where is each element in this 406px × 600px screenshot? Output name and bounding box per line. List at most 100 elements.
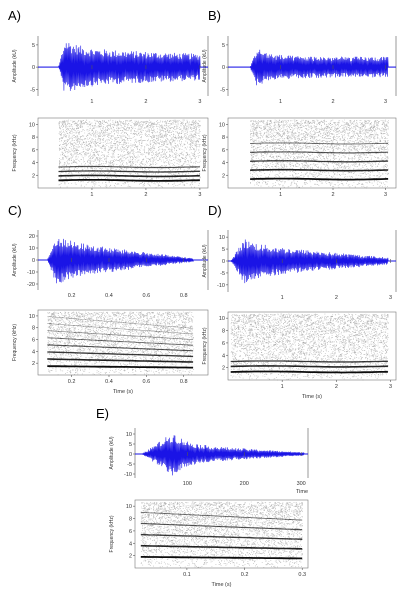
x-tick-label: 300 (297, 481, 306, 487)
x-tick-label: 1 (90, 192, 93, 198)
y-axis-label: Amplitude (kU) (12, 243, 18, 276)
y-tick-label: 6 (222, 341, 225, 347)
x-tick-label: 2 (335, 295, 338, 301)
y-tick-label: 20 (29, 234, 35, 240)
harmonic-band (47, 351, 194, 358)
harmonic-band (250, 142, 389, 145)
y-tick-label: 10 (126, 504, 132, 510)
x-tick-label: 1 (279, 99, 282, 105)
spectrogram-plot: 2 4 6 8 10 0.1 0.2 0.3 Frequency (kHz) Time (s) (109, 499, 309, 588)
panel-label: C) (8, 203, 22, 218)
waveform-trace (135, 435, 308, 476)
waveform-plot: -5 0 5 1 2 3 Amplitude (kU) (12, 36, 209, 105)
y-tick-label: 2 (222, 366, 225, 372)
x-tick-label: 3 (198, 99, 201, 105)
harmonic-band (47, 344, 194, 352)
x-axis-label: Time (s) (302, 394, 322, 400)
y-tick-label: 4 (222, 353, 225, 359)
x-tick-label: 0.3 (298, 572, 306, 578)
waveform-plot: -20 -10 0 10 20 0.2 0.4 0.6 0.8 Amplitude (kU) (12, 230, 209, 299)
x-tick-label: 0.1 (183, 572, 191, 578)
y-tick-label: 6 (129, 529, 132, 535)
x-tick-label: 0.2 (68, 293, 76, 299)
y-tick-label: 10 (126, 432, 132, 438)
harmonic-band (140, 556, 303, 560)
panel-3: C) -20 -10 0 10 20 0.2 0.4 0.6 0.8 Amplitude (kU) 2… (8, 203, 209, 395)
y-tick-label: -5 (127, 462, 132, 468)
y-tick-label: 2 (129, 554, 132, 560)
y-axis-label: Frequency (kHz) (109, 515, 115, 552)
x-tick-label: 2 (144, 99, 147, 105)
waveform-trace (38, 238, 208, 284)
y-tick-label: -10 (27, 270, 35, 276)
y-tick-label: 10 (29, 122, 35, 128)
y-tick-label: 0 (32, 258, 35, 264)
x-tick-label: 0.8 (180, 293, 188, 299)
x-tick-label: 0.8 (180, 379, 188, 385)
spectrogram-plot: 2 4 6 8 10 0.2 0.4 0.6 0.8 Frequency (kHz) Time (s… (12, 309, 209, 395)
y-tick-label: 2 (32, 173, 35, 179)
x-tick-label: 2 (331, 192, 334, 198)
y-tick-label: 5 (32, 43, 35, 49)
x-tick-label: 0.2 (241, 572, 249, 578)
spectrogram-noise (230, 313, 389, 381)
y-tick-label: 8 (32, 135, 35, 141)
x-axis-label: Time (s) (212, 582, 232, 588)
y-tick-label: -5 (220, 271, 225, 277)
y-tick-label: 6 (32, 148, 35, 154)
waveform-trace (228, 239, 396, 284)
y-tick-label: 4 (32, 349, 35, 355)
harmonic-band (47, 316, 194, 329)
y-tick-label: -10 (217, 283, 225, 289)
x-tick-label: 2 (144, 192, 147, 198)
y-tick-label: 10 (219, 316, 225, 322)
y-tick-label: 8 (129, 517, 132, 523)
harmonic-band (58, 174, 200, 178)
y-axis-label: Frequency (kHz) (12, 324, 18, 361)
harmonic-band (47, 358, 194, 363)
harmonic-band (47, 365, 194, 369)
panel-label: B) (208, 8, 221, 23)
y-tick-label: 8 (222, 135, 225, 141)
harmonic-band (47, 330, 194, 340)
x-tick-label: 3 (389, 384, 392, 390)
x-tick-label: 3 (198, 192, 201, 198)
x-tick-label: 2 (335, 384, 338, 390)
y-axis-label: Frequency (kHz) (202, 327, 208, 364)
x-tick-label: 2 (331, 99, 334, 105)
harmonic-band (58, 179, 200, 182)
x-tick-label: 1 (279, 192, 282, 198)
x-tick-label: 0.6 (143, 379, 151, 385)
harmonic-band (47, 323, 194, 335)
y-tick-label: 0 (32, 65, 35, 71)
harmonic-band (250, 168, 389, 172)
spectrogram-noise (58, 119, 201, 189)
y-axis-label: Frequency (kHz) (12, 134, 18, 171)
waveform-trace (228, 49, 396, 86)
y-tick-label: 0 (129, 452, 132, 458)
y-tick-label: 2 (222, 173, 225, 179)
y-tick-label: 10 (219, 122, 225, 128)
panel-label: A) (8, 8, 21, 23)
panel-label: E) (96, 406, 109, 421)
y-tick-label: -20 (27, 282, 35, 288)
spectrogram-frame (37, 309, 209, 376)
y-tick-label: -10 (124, 472, 132, 478)
y-tick-label: 4 (222, 161, 225, 167)
x-tick-label: 100 (183, 481, 192, 487)
waveform-plot: -10 -5 0 5 10 100 200 300 Amplitude (kU) Time (109, 428, 309, 495)
panel-label: D) (208, 203, 222, 218)
y-tick-label: 10 (29, 246, 35, 252)
waveform-trace (38, 43, 208, 91)
waveform-plot: -5 0 5 1 2 3 Amplitude (kU) (202, 36, 397, 105)
harmonic-band (250, 160, 389, 163)
harmonic-band (58, 165, 200, 169)
y-tick-label: 6 (32, 338, 35, 344)
x-tick-label: 0.2 (68, 379, 76, 385)
panel-5: E) -10 -5 0 5 10 100 200 300 Amplitude (kU) Time 2 4… (96, 406, 309, 588)
